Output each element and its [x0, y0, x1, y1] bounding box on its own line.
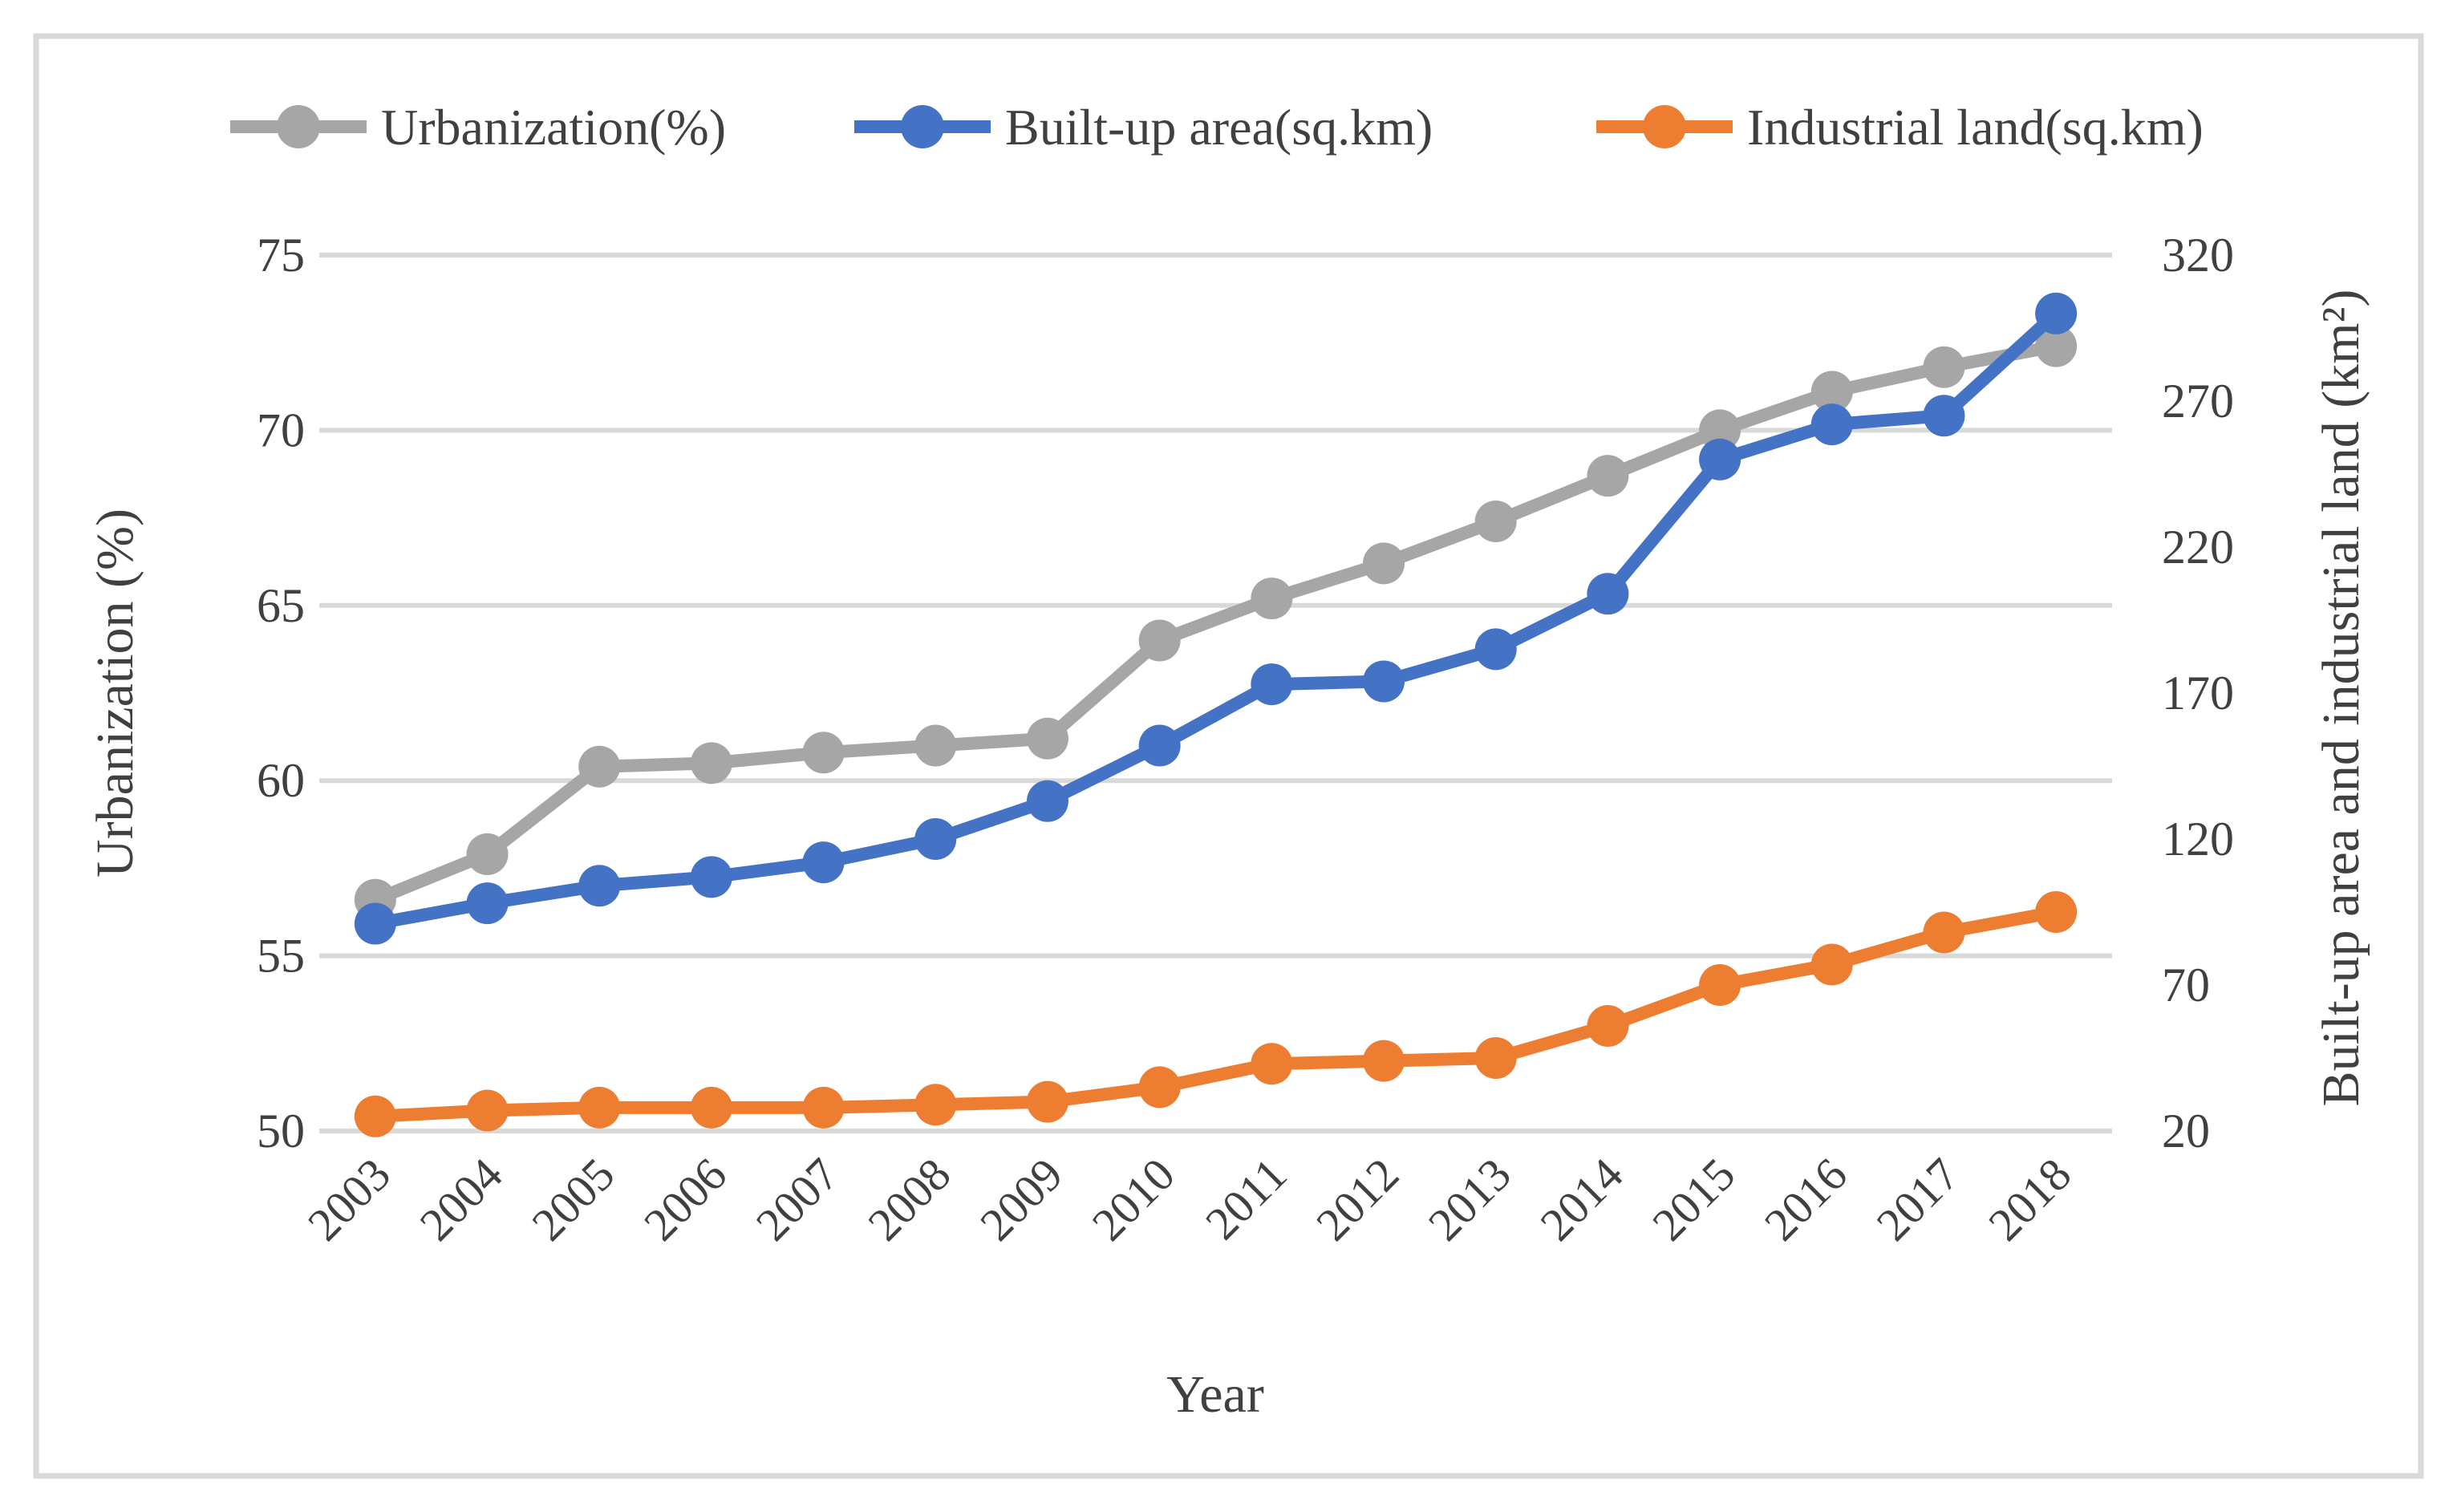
x-axis-tick: 2004 [410, 1148, 513, 1251]
data-point-built-up-area-sq-km- [466, 882, 509, 925]
x-axis-tick: 2012 [1306, 1148, 1409, 1251]
data-point-built-up-area-sq-km- [802, 841, 845, 884]
x-axis-tick: 2008 [858, 1148, 960, 1251]
data-point-built-up-area-sq-km- [1810, 403, 1853, 446]
left-axis-tick: 70 [257, 403, 305, 456]
right-axis-tick: 20 [2162, 1105, 2210, 1157]
x-axis-tick: 2003 [298, 1148, 400, 1251]
data-point-built-up-area-sq-km- [1363, 660, 1405, 703]
data-point-built-up-area-sq-km- [914, 818, 957, 860]
data-point-urbanization--- [1251, 578, 1293, 620]
x-axis-tick: 2013 [1418, 1148, 1521, 1251]
data-point-industrial-land-sq-km- [2035, 891, 2078, 933]
x-axis-tick: 2017 [1867, 1148, 1969, 1251]
x-axis-tick: 2014 [1531, 1148, 1633, 1251]
x-axis-tick: 2007 [746, 1148, 849, 1251]
legend-marker [901, 105, 944, 148]
x-axis-tick: 2015 [1642, 1148, 1745, 1251]
right-axis-tick: 120 [2162, 813, 2234, 865]
data-point-urbanization--- [914, 724, 957, 767]
data-point-industrial-land-sq-km- [1026, 1080, 1068, 1123]
data-point-urbanization--- [1363, 542, 1405, 585]
left-axis-tick: 50 [257, 1105, 305, 1157]
data-point-urbanization--- [466, 833, 509, 875]
data-point-urbanization--- [1587, 455, 1629, 497]
x-axis-tick: 2011 [1195, 1148, 1296, 1249]
x-axis-tick: 2006 [634, 1148, 736, 1251]
data-point-built-up-area-sq-km- [1587, 573, 1629, 615]
data-point-built-up-area-sq-km- [354, 902, 396, 945]
figure-border [33, 33, 2424, 1479]
data-point-built-up-area-sq-km- [690, 856, 732, 898]
data-point-industrial-land-sq-km- [578, 1086, 621, 1129]
left-axis-tick: 60 [257, 754, 305, 807]
data-point-industrial-land-sq-km- [1699, 964, 1741, 1006]
right-axis-tick: 220 [2162, 521, 2234, 574]
left-axis-tick: 75 [257, 229, 305, 282]
data-point-industrial-land-sq-km- [690, 1086, 732, 1129]
data-point-urbanization--- [578, 745, 621, 788]
data-point-built-up-area-sq-km- [1923, 395, 1965, 437]
data-point-industrial-land-sq-km- [354, 1095, 396, 1137]
data-point-built-up-area-sq-km- [1026, 780, 1068, 822]
left-axis-title: Urbanization (%) [86, 509, 144, 878]
series-line-2 [374, 308, 2061, 930]
data-point-urbanization--- [690, 742, 732, 784]
series-line-3 [375, 906, 2058, 1123]
legend-marker [277, 105, 320, 148]
data-point-built-up-area-sq-km- [1138, 724, 1181, 767]
x-axis-title: Year [1166, 1365, 1264, 1424]
right-axis-tick: 270 [2162, 375, 2234, 428]
data-point-urbanization--- [1138, 619, 1181, 662]
right-axis-tick: 70 [2162, 959, 2210, 1011]
x-axis-tick: 2005 [521, 1148, 624, 1251]
data-point-built-up-area-sq-km- [1474, 628, 1517, 671]
data-point-industrial-land-sq-km- [466, 1089, 509, 1132]
data-point-industrial-land-sq-km- [1363, 1040, 1405, 1082]
right-axis-tick: 320 [2162, 229, 2234, 282]
data-point-urbanization--- [1923, 346, 1965, 388]
series-line-1 [372, 339, 2058, 906]
x-axis-tick: 2018 [1978, 1148, 2081, 1251]
right-axis-tick: 170 [2162, 667, 2234, 720]
x-axis-tick: 2016 [1754, 1148, 1857, 1251]
data-point-industrial-land-sq-km- [914, 1084, 957, 1126]
data-point-built-up-area-sq-km- [578, 865, 621, 907]
x-axis-tick: 2009 [970, 1148, 1072, 1251]
legend-marker [1643, 105, 1686, 148]
data-point-industrial-land-sq-km- [1251, 1043, 1293, 1085]
data-point-urbanization--- [2035, 325, 2078, 367]
data-point-industrial-land-sq-km- [1810, 943, 1853, 986]
data-point-industrial-land-sq-km- [1923, 911, 1965, 954]
data-point-industrial-land-sq-km- [802, 1086, 845, 1129]
left-axis-tick: 55 [257, 930, 305, 983]
data-point-urbanization--- [1699, 409, 1741, 452]
data-point-industrial-land-sq-km- [1587, 1004, 1629, 1047]
data-point-industrial-land-sq-km- [1474, 1037, 1517, 1079]
left-axis-tick: 65 [257, 579, 305, 632]
data-point-built-up-area-sq-km- [2035, 292, 2078, 334]
legend-label: Industrial land(sq.km) [1747, 99, 2204, 156]
data-point-industrial-land-sq-km- [1138, 1066, 1181, 1109]
right-axis-title: Built-up area and industrial land (km²) [2312, 290, 2370, 1107]
x-axis-tick: 2010 [1082, 1148, 1185, 1251]
data-point-urbanization--- [1474, 500, 1517, 542]
data-point-built-up-area-sq-km- [1251, 663, 1293, 706]
data-point-urbanization--- [802, 732, 845, 774]
legend-label: Urbanization(%) [381, 99, 726, 156]
data-point-urbanization--- [1810, 371, 1853, 413]
legend-label: Built-up area(sq.km) [1005, 99, 1433, 156]
data-point-urbanization--- [1026, 717, 1068, 760]
data-point-built-up-area-sq-km- [1699, 438, 1741, 480]
